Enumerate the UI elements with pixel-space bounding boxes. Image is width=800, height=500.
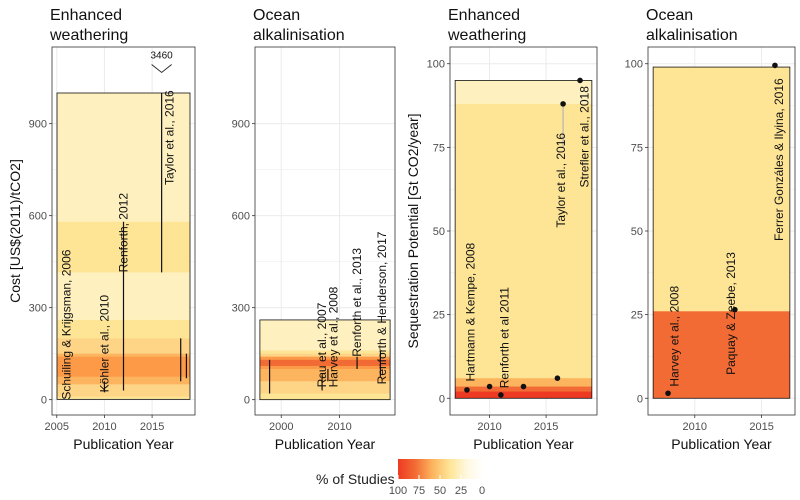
percentile-band xyxy=(455,391,592,399)
panel-border xyxy=(254,46,396,416)
panel-title: Ocean xyxy=(253,7,300,24)
legend: % of Studies 100 75 50 25 0 xyxy=(316,459,485,497)
study-label: Schuiling & Krijgsman, 2006 xyxy=(59,249,73,399)
study-label: Strefler et al., 2018 xyxy=(578,86,592,188)
x-axis-label: Publication Year xyxy=(473,436,574,452)
x-tick-label: 2015 xyxy=(534,421,558,433)
y-tick-label: 300 xyxy=(232,303,250,315)
percentile-band xyxy=(259,359,391,366)
study-label: Renforth, 2012 xyxy=(117,193,131,273)
chart-panel: Hartmann & Kempe, 2008 Renforth et al 201… xyxy=(405,7,598,452)
chart-panel: Harvey et al., 2008 Paquay & Zeebe, 2013 F… xyxy=(625,7,796,452)
panel-title: weathering xyxy=(447,27,526,44)
x-tick-label: 2015 xyxy=(140,421,164,433)
x-tick-label: 2005 xyxy=(45,421,69,433)
percentile-band xyxy=(653,311,790,399)
x-tick-label: 2000 xyxy=(269,421,293,433)
x-axis-label: Publication Year xyxy=(671,436,772,452)
chart-panels: 3460 Schuiling & Krijgsman, 2006 Köhler et… xyxy=(7,7,796,452)
x-tick-label: 2010 xyxy=(92,421,116,433)
outlier-label: 3460 xyxy=(151,50,174,61)
panel-title: Enhanced xyxy=(448,7,520,24)
study-label: Harvey et al., 2008 xyxy=(327,286,341,387)
x-tick-label: 2015 xyxy=(749,421,773,433)
data-point xyxy=(577,77,583,84)
panel-title: Ocean xyxy=(646,7,693,24)
data-point xyxy=(464,387,470,393)
x-tick-label: 2010 xyxy=(327,421,351,433)
range-box xyxy=(652,66,791,399)
range-box xyxy=(259,319,391,401)
legend-title: % of Studies xyxy=(316,471,395,487)
y-axis-label: Cost [US$(2011)/tCO2] xyxy=(7,159,23,303)
legend-ticks: 100 75 50 25 0 xyxy=(389,475,485,497)
data-point xyxy=(772,62,778,69)
x-tick-label: 2010 xyxy=(683,421,707,433)
legend-tick-label: 75 xyxy=(413,485,425,497)
y-tick-label: 25 xyxy=(631,310,643,322)
study-label: Renforth & Henderson, 2017 xyxy=(375,231,389,384)
y-axis-label: Sequestration Potential [Gt CO2/year] xyxy=(405,113,421,348)
data-point xyxy=(554,375,561,382)
legend-tick-label: 0 xyxy=(479,485,485,497)
y-tick-label: 300 xyxy=(29,303,47,315)
x-axis-label: Publication Year xyxy=(73,436,174,452)
panel-title: alkalinisation xyxy=(646,27,738,44)
y-tick-label: 0 xyxy=(41,395,47,407)
y-tick-label: 0 xyxy=(439,393,445,405)
y-tick-label: 75 xyxy=(631,142,643,154)
y-tick-label: 100 xyxy=(625,59,643,71)
y-tick-label: 900 xyxy=(29,119,47,131)
panel-title: Enhanced xyxy=(50,7,122,24)
study-label: Hartmann & Kempe, 2008 xyxy=(463,242,477,381)
data-point xyxy=(732,306,738,313)
chart-panel: 3460 Schuiling & Krijgsman, 2006 Köhler et… xyxy=(7,7,196,452)
legend-tick-label: 25 xyxy=(455,485,467,497)
percentile-band xyxy=(455,103,592,399)
legend-tick-label: 100 xyxy=(389,485,407,497)
y-tick-label: 50 xyxy=(433,226,445,238)
study-label: Köhler et al., 2010 xyxy=(97,295,111,393)
data-point xyxy=(560,101,566,107)
y-tick-label: 0 xyxy=(637,393,643,405)
outlier-break-marker xyxy=(151,64,172,74)
study-label: Renforth et al., 2013 xyxy=(350,248,364,357)
panel-title: weathering xyxy=(49,27,128,44)
y-tick-label: 0 xyxy=(244,395,250,407)
y-tick-label: 600 xyxy=(29,211,47,223)
y-tick-label: 25 xyxy=(433,310,445,322)
study-label: Taylor et al., 2016 xyxy=(162,90,176,185)
y-tick-label: 600 xyxy=(232,211,250,223)
legend-colorbar xyxy=(398,459,484,479)
y-tick-label: 50 xyxy=(631,226,643,238)
range-box xyxy=(56,92,191,400)
x-axis-label: Publication Year xyxy=(275,436,376,452)
panel-title: alkalinisation xyxy=(253,27,345,44)
study-label: Renforth et al 2011 xyxy=(497,287,511,389)
range-box xyxy=(454,80,593,399)
y-tick-label: 100 xyxy=(427,59,445,71)
study-label: Taylor et al., 2016 xyxy=(554,133,568,228)
data-point xyxy=(498,392,504,398)
panel-border xyxy=(51,46,196,416)
y-tick-label: 75 xyxy=(433,142,445,154)
x-tick-label: 2010 xyxy=(477,421,501,433)
legend-tick-label: 50 xyxy=(434,485,446,497)
data-point xyxy=(520,383,527,390)
study-label: Paquay & Zeebe, 2013 xyxy=(724,252,738,375)
data-point xyxy=(665,390,671,397)
y-tick-label: 900 xyxy=(232,119,250,131)
study-label: Ferrer Gonzáles & Ilyina, 2016 xyxy=(772,78,786,241)
data-point xyxy=(486,383,493,390)
study-label: Harvey et al., 2008 xyxy=(668,286,682,387)
study-label: Rau et al., 2007 xyxy=(315,302,329,387)
